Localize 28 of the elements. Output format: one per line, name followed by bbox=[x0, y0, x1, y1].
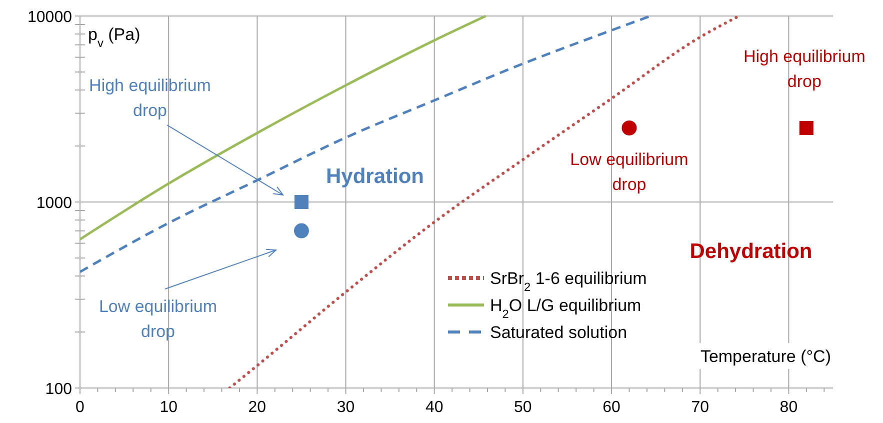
y-tick-label: 100 bbox=[45, 381, 72, 398]
y-tick-label: 1000 bbox=[36, 195, 72, 212]
point bbox=[294, 195, 308, 209]
annotation: Low equilibrium drop bbox=[570, 150, 688, 194]
x-tick-label: 10 bbox=[160, 399, 178, 416]
y-axis-title: p$_{v}$ (Pa) bbox=[88, 25, 140, 50]
x-tick-label: 30 bbox=[336, 399, 355, 416]
x-tick-label: 40 bbox=[425, 399, 444, 416]
x-tick-label: 70 bbox=[691, 399, 710, 416]
annotation: Dehydration bbox=[690, 240, 812, 263]
line-series bbox=[80, 14, 487, 241]
point bbox=[799, 120, 814, 135]
legend-label: Saturated solution bbox=[490, 323, 628, 342]
point bbox=[622, 120, 637, 136]
x-axis-title: Temperature (°C) bbox=[700, 347, 831, 366]
x-tick-label: 0 bbox=[76, 399, 85, 416]
x-tick-label: 20 bbox=[248, 399, 266, 416]
x-tick-label: 60 bbox=[602, 399, 621, 416]
annotation: Low equilibrium drop bbox=[98, 297, 218, 341]
legend-label: SrBr$_{2}$ 1-6 equilibrium bbox=[490, 269, 647, 294]
y-tick-label: 10000 bbox=[28, 9, 72, 26]
legend-label: H$_{2}$O L/G equilibrium bbox=[490, 296, 642, 321]
annotation: High equilibrium drop bbox=[743, 46, 866, 91]
x-tick-label: 80 bbox=[780, 399, 798, 416]
point bbox=[294, 223, 309, 238]
annotation: Hydration bbox=[326, 165, 424, 188]
x-tick-label: 50 bbox=[514, 399, 532, 416]
annotation: High equilibrium drop bbox=[89, 76, 211, 120]
